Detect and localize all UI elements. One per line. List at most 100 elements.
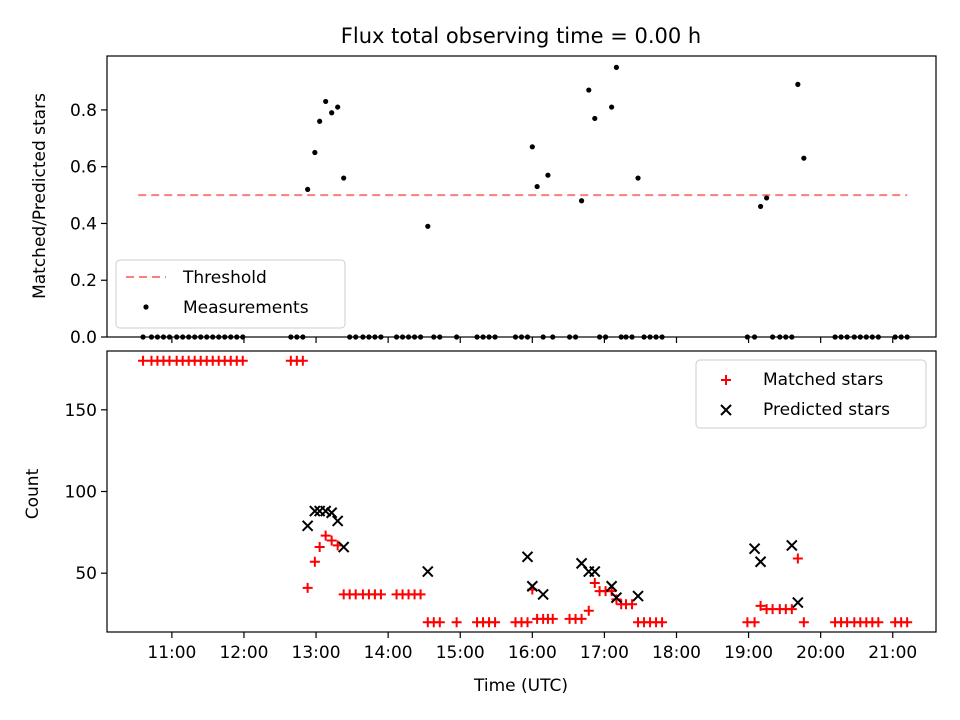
ratio-y-axis-title: Matched/Predicted stars [30, 93, 50, 299]
ratio-legend: Threshold Measurements [115, 259, 346, 329]
measurement-point [592, 115, 598, 122]
count-x-tick-label: 14:00 [364, 643, 413, 663]
matched-star-point [237, 355, 248, 366]
predicted-star-point [610, 591, 623, 604]
legend-predicted-label: Predicted stars [763, 400, 890, 420]
measurement-point [529, 144, 535, 150]
matched-star-point [792, 553, 803, 564]
count-y-axis: 50 100 150 [65, 401, 107, 584]
matched-star-point [297, 355, 308, 366]
measurement-point [578, 198, 585, 204]
legend-threshold-label: Threshold [182, 268, 267, 288]
predicted-star-point [309, 505, 321, 517]
count-x-axis-title: Time (UTC) [473, 676, 568, 696]
count-x-tick-label: 12:00 [219, 643, 268, 663]
matched-star-point [627, 599, 638, 610]
predicted-star-point [337, 541, 350, 553]
measurement-point [341, 175, 347, 181]
predicted-star-point [521, 551, 534, 563]
matched-star-point [657, 617, 668, 628]
matched-star-point [583, 605, 594, 616]
legend-matched-marker [721, 375, 731, 385]
legend-matched-swatch [721, 375, 731, 385]
matched-star-point [749, 617, 760, 628]
count-plot-frame [106, 350, 937, 633]
ratio-plot-frame [106, 55, 937, 338]
matched-star-point [375, 589, 386, 600]
matched-star-point [786, 604, 797, 615]
predicted-star-point [537, 588, 549, 601]
legend-predicted-marker [720, 404, 732, 416]
ratio-panel: 0.00.20.40.60.8 Matched/Predicted stars … [30, 55, 937, 348]
count-y-tick-label: 50 [75, 564, 97, 584]
predicted-star-point [786, 539, 798, 552]
ratio-y-tick-label: 0.4 [70, 214, 97, 234]
matched-star-point [326, 535, 337, 546]
measurement-point [312, 149, 318, 156]
count-y-tick-label: 150 [65, 401, 97, 421]
ratio-legend-box [115, 259, 346, 329]
matched-star-point [309, 556, 320, 567]
predicted-star-point [422, 565, 434, 578]
measurement-point [545, 172, 551, 178]
chart-title: Flux total observing time = 0.00 h [341, 24, 701, 48]
predicted-star-point [605, 580, 618, 592]
measurement-point [586, 87, 592, 93]
measurement-point [801, 155, 807, 161]
matched-star-point [522, 617, 533, 628]
legend-measurements-swatch [143, 304, 149, 310]
measurement-point [613, 64, 620, 70]
count-x-tick-label: 18:00 [652, 643, 701, 663]
legend-measurements-label: Measurements [183, 298, 309, 318]
matched-star-point [606, 586, 617, 597]
measurement-point [335, 104, 341, 110]
matched-star-point [873, 617, 884, 628]
count-x-tick-label: 11:00 [147, 643, 196, 663]
ratio-y-tick-label: 0.6 [70, 158, 97, 178]
matched-star-point [902, 617, 913, 628]
measurement-point [323, 98, 329, 105]
measurement-point [763, 195, 770, 201]
matched-star-point [611, 594, 622, 605]
predicted-star-point [301, 520, 314, 532]
count-x-tick-label: 16:00 [508, 643, 557, 663]
predicted-star-point [792, 596, 804, 609]
count-x-tick-label: 17:00 [580, 643, 629, 663]
measurement-point [425, 223, 431, 229]
matched-star-point [490, 617, 501, 628]
predicted-star-point [331, 515, 344, 527]
count-x-tick-label: 20:00 [796, 643, 845, 663]
matched-star-point [798, 617, 809, 628]
matched-star-point [576, 613, 587, 624]
legend-predicted-swatch [720, 404, 732, 416]
measurement-point [305, 186, 311, 193]
count-x-tick-label: 19:00 [724, 643, 773, 663]
matched-star-point [320, 530, 331, 541]
predicted-star-point [325, 507, 338, 519]
ratio-y-tick-label: 0.8 [70, 101, 97, 121]
measurement-point [635, 175, 641, 181]
measurement-point [795, 81, 801, 87]
matched-star-point [547, 613, 558, 624]
matched-star-point [415, 589, 426, 600]
predicted-star-point [748, 542, 761, 555]
matched-star-point [755, 600, 766, 611]
matched-star-point [451, 617, 462, 628]
count-x-tick-label: 15:00 [436, 643, 485, 663]
ratio-y-tick-label: 0.0 [70, 328, 97, 348]
count-y-axis-title: Count [23, 468, 43, 519]
measurement-point [609, 104, 615, 110]
predicted-stars-points [301, 505, 804, 609]
ratio-x-axis [171, 337, 894, 343]
predicted-star-point [632, 590, 644, 602]
legend-matched-label: Matched stars [763, 370, 883, 390]
matched-star-point [302, 582, 313, 593]
measurement-point [757, 203, 764, 210]
measurement-point [534, 183, 540, 190]
predicted-star-point [589, 565, 601, 578]
predicted-star-point [754, 556, 767, 568]
ratio-y-tick-label: 0.2 [70, 271, 97, 291]
matched-stars-points [138, 355, 913, 628]
count-y-tick-label: 100 [65, 483, 97, 503]
